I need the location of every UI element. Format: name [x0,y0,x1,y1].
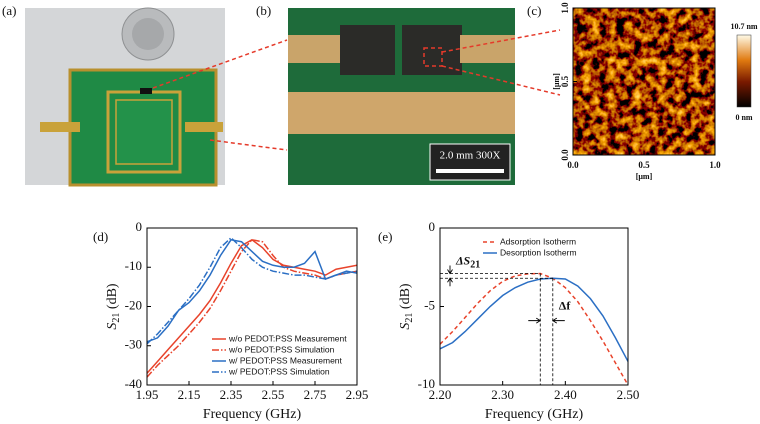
y-tick-label: 1.0 [560,2,570,14]
y-tick-label: 0 [136,219,143,234]
annotation: Δf [559,298,572,312]
panel-label: (e) [378,229,392,244]
legend-label: w/o PEDOT:PSS Measurement [228,333,347,343]
y-tick-label: -40 [125,376,142,391]
panel-label: (b) [256,3,271,18]
y-tick-label: -10 [125,258,142,273]
legend-label: w/o PEDOT:PSS Simulation [228,344,335,354]
x-axis-label: Frequency (GHz) [485,407,584,422]
axis-label: S21 (dB) [398,283,415,330]
arrow [528,317,565,324]
photo-b: 2.0 mm 300X [288,8,515,185]
series-line [440,277,628,362]
y-tick-label: -10 [418,376,435,391]
afm-image [573,8,715,155]
x-axis-label: Frequency (GHz) [203,407,302,422]
legend-label: Adsorption Isotherm [500,236,576,246]
colorbar [736,34,752,108]
x-tick-label: 2.15 [178,387,201,402]
colorbar-label: 10.7 nm [730,22,757,31]
axis-label: S21 (dB) [105,283,122,330]
y-tick-label: 0.5 [560,75,570,87]
photo-a [25,7,225,187]
x-tick-label: 2.35 [220,387,243,402]
x-tick-label: 1.0 [709,160,721,170]
x-axis-label: [μm] [636,172,653,181]
colorbar-label: 0 nm [735,113,752,122]
x-tick-label: 2.30 [491,387,514,402]
series-line [440,272,628,385]
series-line [147,236,357,345]
legend-label: w/ PEDOT:PSS Measurement [228,355,343,365]
x-tick-label: 2.50 [617,387,640,402]
x-tick-label: 2.40 [554,387,577,402]
series-line [147,238,357,343]
panel-label: (d) [93,229,108,244]
x-tick-label: 2.55 [262,387,285,402]
y-tick-label: -5 [424,297,435,312]
panel-label: (a) [2,3,16,18]
legend-label: w/ PEDOT:PSS Simulation [228,366,330,376]
series-line [147,238,357,374]
x-tick-label: 2.75 [304,387,327,402]
y-tick-label: -30 [125,337,142,352]
x-tick-label: 1.95 [136,387,159,402]
y-tick-label: -20 [125,297,142,312]
scale-bar-label: 2.0 mm 300X [440,150,501,162]
x-tick-label: 0.0 [567,160,579,170]
connectors [152,29,561,151]
y-tick-label: 0 [429,219,436,234]
arrow [447,265,453,287]
x-tick-label: 2.20 [429,387,452,402]
axis-label: ΔS21 [455,253,480,271]
x-tick-label: 0.5 [638,160,650,170]
y-axis-label: [μm] [552,73,561,90]
x-tick-label: 2.95 [346,387,369,402]
panel-label: (c) [527,3,541,18]
y-tick-label: 0.0 [560,149,570,161]
legend-label: Desorption Isotherm [500,247,577,257]
